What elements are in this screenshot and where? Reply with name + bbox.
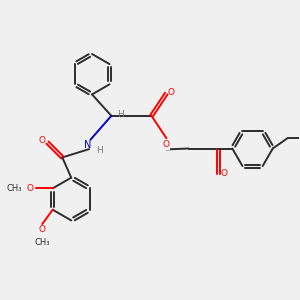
Text: O: O — [38, 136, 45, 145]
Text: N: N — [85, 140, 92, 150]
Text: O: O — [168, 88, 175, 97]
Text: O: O — [39, 226, 46, 235]
Text: O: O — [221, 169, 228, 178]
Text: H: H — [118, 110, 124, 119]
Text: O: O — [163, 140, 170, 149]
Text: CH₃: CH₃ — [34, 238, 50, 247]
Text: H: H — [96, 146, 103, 155]
Text: CH₃: CH₃ — [6, 184, 22, 193]
Text: O: O — [26, 184, 33, 193]
